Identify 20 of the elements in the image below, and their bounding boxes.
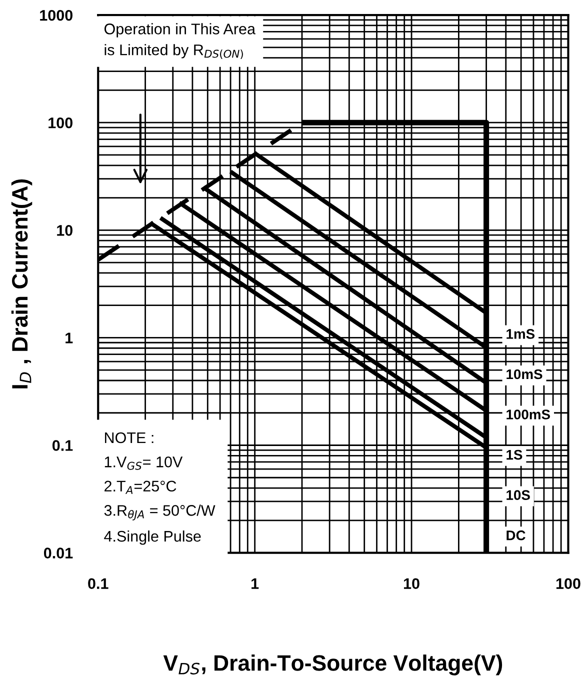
annotation: Operation in This Area is Limited by R$_{DS(ON)}$: [104, 23, 256, 60]
x-axis-title: V$_{DS}$, Drain-To-Source Voltage(V): [163, 654, 502, 676]
text: 10mS: [506, 369, 542, 380]
y-tick-label: 10: [57, 225, 72, 236]
y-tick-label: 0.1: [52, 440, 73, 451]
x-tick-label: 0.1: [88, 578, 108, 590]
text: 10S: [506, 490, 530, 500]
series-label: 1mS: [506, 329, 535, 339]
x-tick-label: 100: [556, 578, 580, 590]
text: NOTE : 1.V$_{GS}$= 10V 2.T$_{A}$=25°C 3.R$_{θJA}$ = 50°C/W 4.Single Pulse: [104, 432, 216, 545]
text: 1S: [506, 450, 522, 460]
text: DC: [506, 530, 526, 540]
x-tick-label: 10: [404, 578, 420, 590]
y-tick-label: 100: [48, 117, 72, 128]
y-tick-label: 1000: [40, 10, 72, 21]
text: 100mS: [506, 410, 550, 420]
y-tick-label: 0.01: [44, 548, 73, 558]
y-axis-title: I$_{D}$ , Drain Current(A): [11, 179, 32, 388]
y-tick-label: 1: [66, 332, 73, 344]
x-tick-label: 1: [252, 578, 259, 589]
